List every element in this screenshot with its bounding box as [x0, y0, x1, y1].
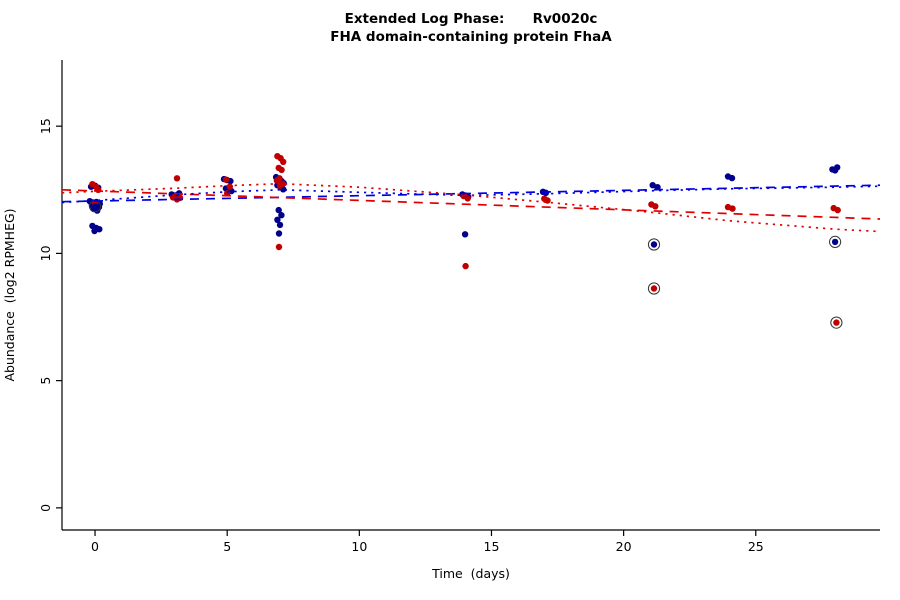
data-point-blue [274, 216, 281, 223]
blue-smooth-fit [61, 185, 881, 204]
outlier-point [833, 319, 840, 326]
y-tick-label: 0 [38, 504, 53, 512]
outlier-ring [647, 282, 661, 295]
outlier-ring [829, 235, 842, 248]
data-point-blue [278, 212, 285, 219]
data-point-red [652, 203, 659, 210]
outlier-point [91, 203, 99, 210]
y-tick-label: 10 [38, 245, 53, 261]
data-point-red [95, 186, 102, 193]
x-tick-label: 0 [91, 539, 99, 554]
chart-subtitle: FHA domain-containing protein FhaA [330, 29, 612, 45]
data-point-red [462, 262, 469, 270]
y-axis-label: Abundance (log2 RPMHEG) [2, 208, 17, 381]
data-point-red [273, 177, 281, 184]
data-point-blue [275, 230, 283, 237]
x-axis-label: Time (days) [431, 566, 510, 581]
data-point-blue [91, 227, 98, 235]
data-point-red [222, 176, 230, 183]
data-point-red [278, 166, 285, 174]
data-point-blue [275, 206, 282, 214]
data-point-red [275, 243, 283, 251]
data-point-blue [649, 182, 656, 189]
outlier-point [831, 238, 839, 246]
y-tick-label: 5 [38, 377, 53, 385]
outlier-point [650, 241, 658, 248]
x-tick-label: 25 [748, 539, 764, 554]
data-point-blue [728, 174, 736, 182]
data-point-red [226, 183, 233, 190]
x-tick-label: 20 [616, 539, 632, 554]
data-point-blue [831, 167, 839, 174]
outlier-point [650, 285, 658, 292]
data-point-red [544, 197, 551, 204]
data-point-red [280, 158, 287, 165]
blue-linear-fit [61, 184, 881, 203]
chart-title: Extended Log Phase: Rv0020c [345, 11, 598, 27]
x-tick-label: 15 [484, 539, 500, 554]
red-linear-fit [61, 188, 881, 220]
data-point-red [173, 175, 181, 182]
plot-area: 0 5 10 15 20 25 0 5 10 15 [38, 60, 881, 554]
data-point-blue [654, 184, 661, 191]
data-point-red [834, 206, 841, 214]
x-tick-label: 10 [351, 539, 367, 554]
data-point-blue [461, 231, 469, 238]
y-tick-label: 15 [38, 118, 53, 134]
data-point-blue [96, 226, 103, 233]
red-smooth-fit [61, 182, 881, 233]
x-tick-label: 5 [223, 539, 231, 554]
outlier-ring [830, 316, 843, 329]
data-point-red [729, 205, 736, 212]
data-point-red [464, 195, 471, 202]
outlier-ring [647, 238, 661, 251]
data-point-blue [276, 221, 284, 229]
